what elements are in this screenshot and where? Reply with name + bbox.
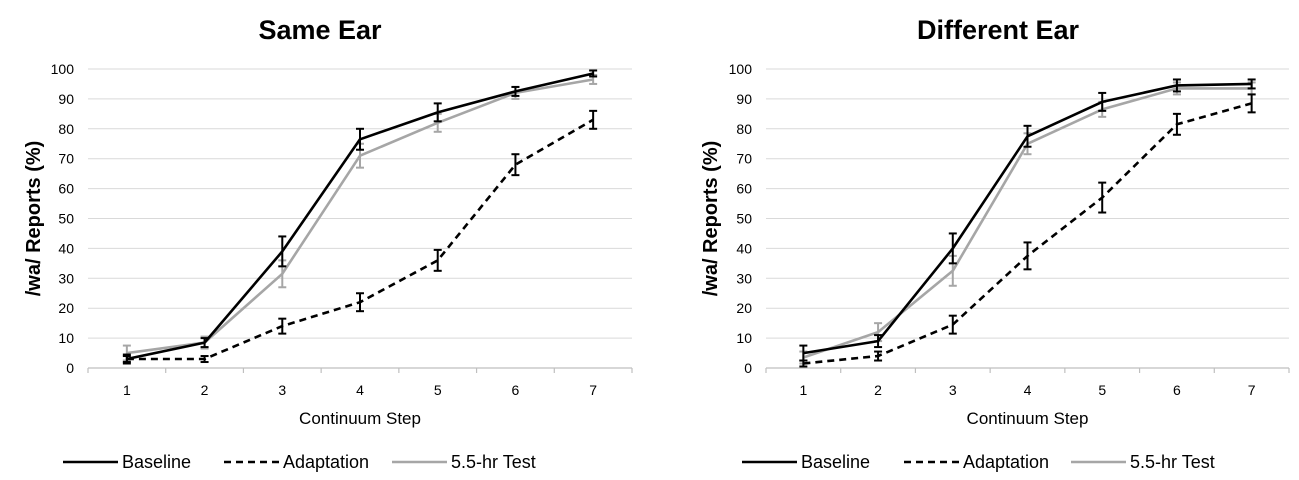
x-axis-label: Continuum Step	[299, 409, 421, 428]
x-tick-label: 7	[589, 382, 597, 398]
legend-entry: 5.5-hr Test	[451, 452, 536, 472]
x-tick-label: 1	[123, 382, 131, 398]
y-tick-label: 0	[744, 360, 752, 376]
y-tick-label: 40	[58, 240, 74, 256]
y-tick-label: 30	[58, 270, 74, 286]
x-tick-label: 4	[356, 382, 364, 398]
y-tick-label: 50	[58, 211, 74, 227]
y-tick-label: 20	[58, 300, 74, 316]
error-bar	[1098, 181, 1107, 214]
y-tick-label: 100	[51, 61, 75, 77]
y-axis-label: /wa/ Reports (%)	[23, 141, 45, 297]
x-tick-label: 4	[1024, 382, 1032, 398]
series-baseline	[799, 78, 1256, 362]
error-bar	[511, 153, 520, 177]
series-5-5-hr-test	[799, 81, 1256, 365]
x-tick-label: 2	[201, 382, 209, 398]
error-bar	[799, 344, 808, 362]
chart-panel-2: Different Ear 0 10 20 30 40 50 60 70 80 90 100 1 2 3 4 5…	[700, 15, 1290, 472]
legend-entry: 5.5-hr Test	[1130, 452, 1215, 472]
legend: Baseline Adaptation 5.5-hr Test	[63, 452, 536, 472]
y-tick-label: 90	[736, 91, 752, 107]
y-axis-label: /wa/ Reports (%)	[700, 141, 722, 297]
legend-entry: Baseline	[801, 452, 870, 472]
x-tick-label: 2	[874, 382, 882, 398]
error-bar	[948, 232, 957, 265]
error-bar	[589, 69, 598, 78]
legend: Baseline Adaptation 5.5-hr Test	[742, 452, 1215, 472]
x-tick-label: 3	[949, 382, 957, 398]
chart-title: Same Ear	[258, 15, 382, 45]
y-tick-label: 60	[58, 181, 74, 197]
y-tick-label: 20	[736, 300, 752, 316]
series-5-5-hr-test	[122, 73, 598, 362]
y-tick-label: 40	[736, 240, 752, 256]
error-bar	[948, 314, 957, 335]
y-tick-label: 30	[736, 270, 752, 286]
series-baseline	[122, 69, 598, 365]
y-tick-label: 0	[66, 360, 74, 376]
error-bar	[1247, 93, 1256, 114]
error-bar	[1247, 78, 1256, 90]
series-line	[126, 72, 594, 361]
error-bar	[1023, 124, 1032, 148]
y-tick-label: 50	[736, 211, 752, 227]
x-tick-label: 5	[434, 382, 442, 398]
x-axis-label: Continuum Step	[967, 409, 1089, 428]
error-bar	[278, 235, 287, 268]
error-bar	[1172, 78, 1181, 93]
error-bar	[200, 355, 209, 364]
error-bar	[278, 317, 287, 335]
x-tick-label: 5	[1098, 382, 1106, 398]
error-bar	[511, 85, 520, 97]
error-bar	[874, 334, 883, 349]
error-bar	[356, 292, 364, 313]
error-bar	[433, 248, 442, 272]
x-tick-label: 1	[799, 382, 807, 398]
y-tick-label: 70	[736, 151, 752, 167]
y-tick-label: 80	[736, 121, 752, 137]
y-tick-label: 10	[736, 330, 752, 346]
x-tick-label: 3	[278, 382, 286, 398]
y-tick-label: 60	[736, 181, 752, 197]
legend-entry: Adaptation	[963, 452, 1049, 472]
y-tick-label: 80	[58, 121, 74, 137]
x-tick-label: 7	[1248, 382, 1256, 398]
error-bar	[200, 337, 209, 349]
legend-entry: Baseline	[122, 452, 191, 472]
error-bar	[1023, 241, 1032, 271]
y-tick-label: 90	[58, 91, 74, 107]
error-bar	[589, 109, 598, 130]
error-bar	[356, 127, 364, 151]
error-bar	[433, 102, 442, 123]
y-tick-label: 10	[58, 330, 74, 346]
series-adaptation	[122, 109, 598, 364]
legend-entry: Adaptation	[283, 452, 369, 472]
chart-panel-1: Same Ear 0 10 20 30 40 50 60 70 80 90 100 1 2 3 4 5 6 7 Con…	[23, 15, 633, 472]
chart-title: Different Ear	[917, 15, 1080, 45]
y-tick-label: 70	[58, 151, 74, 167]
error-bar	[1098, 91, 1107, 112]
x-tick-label: 6	[1173, 382, 1181, 398]
error-bar	[874, 350, 883, 362]
error-bar	[122, 353, 131, 365]
x-tick-label: 6	[512, 382, 520, 398]
error-bar	[1172, 112, 1181, 136]
y-tick-label: 100	[729, 61, 753, 77]
